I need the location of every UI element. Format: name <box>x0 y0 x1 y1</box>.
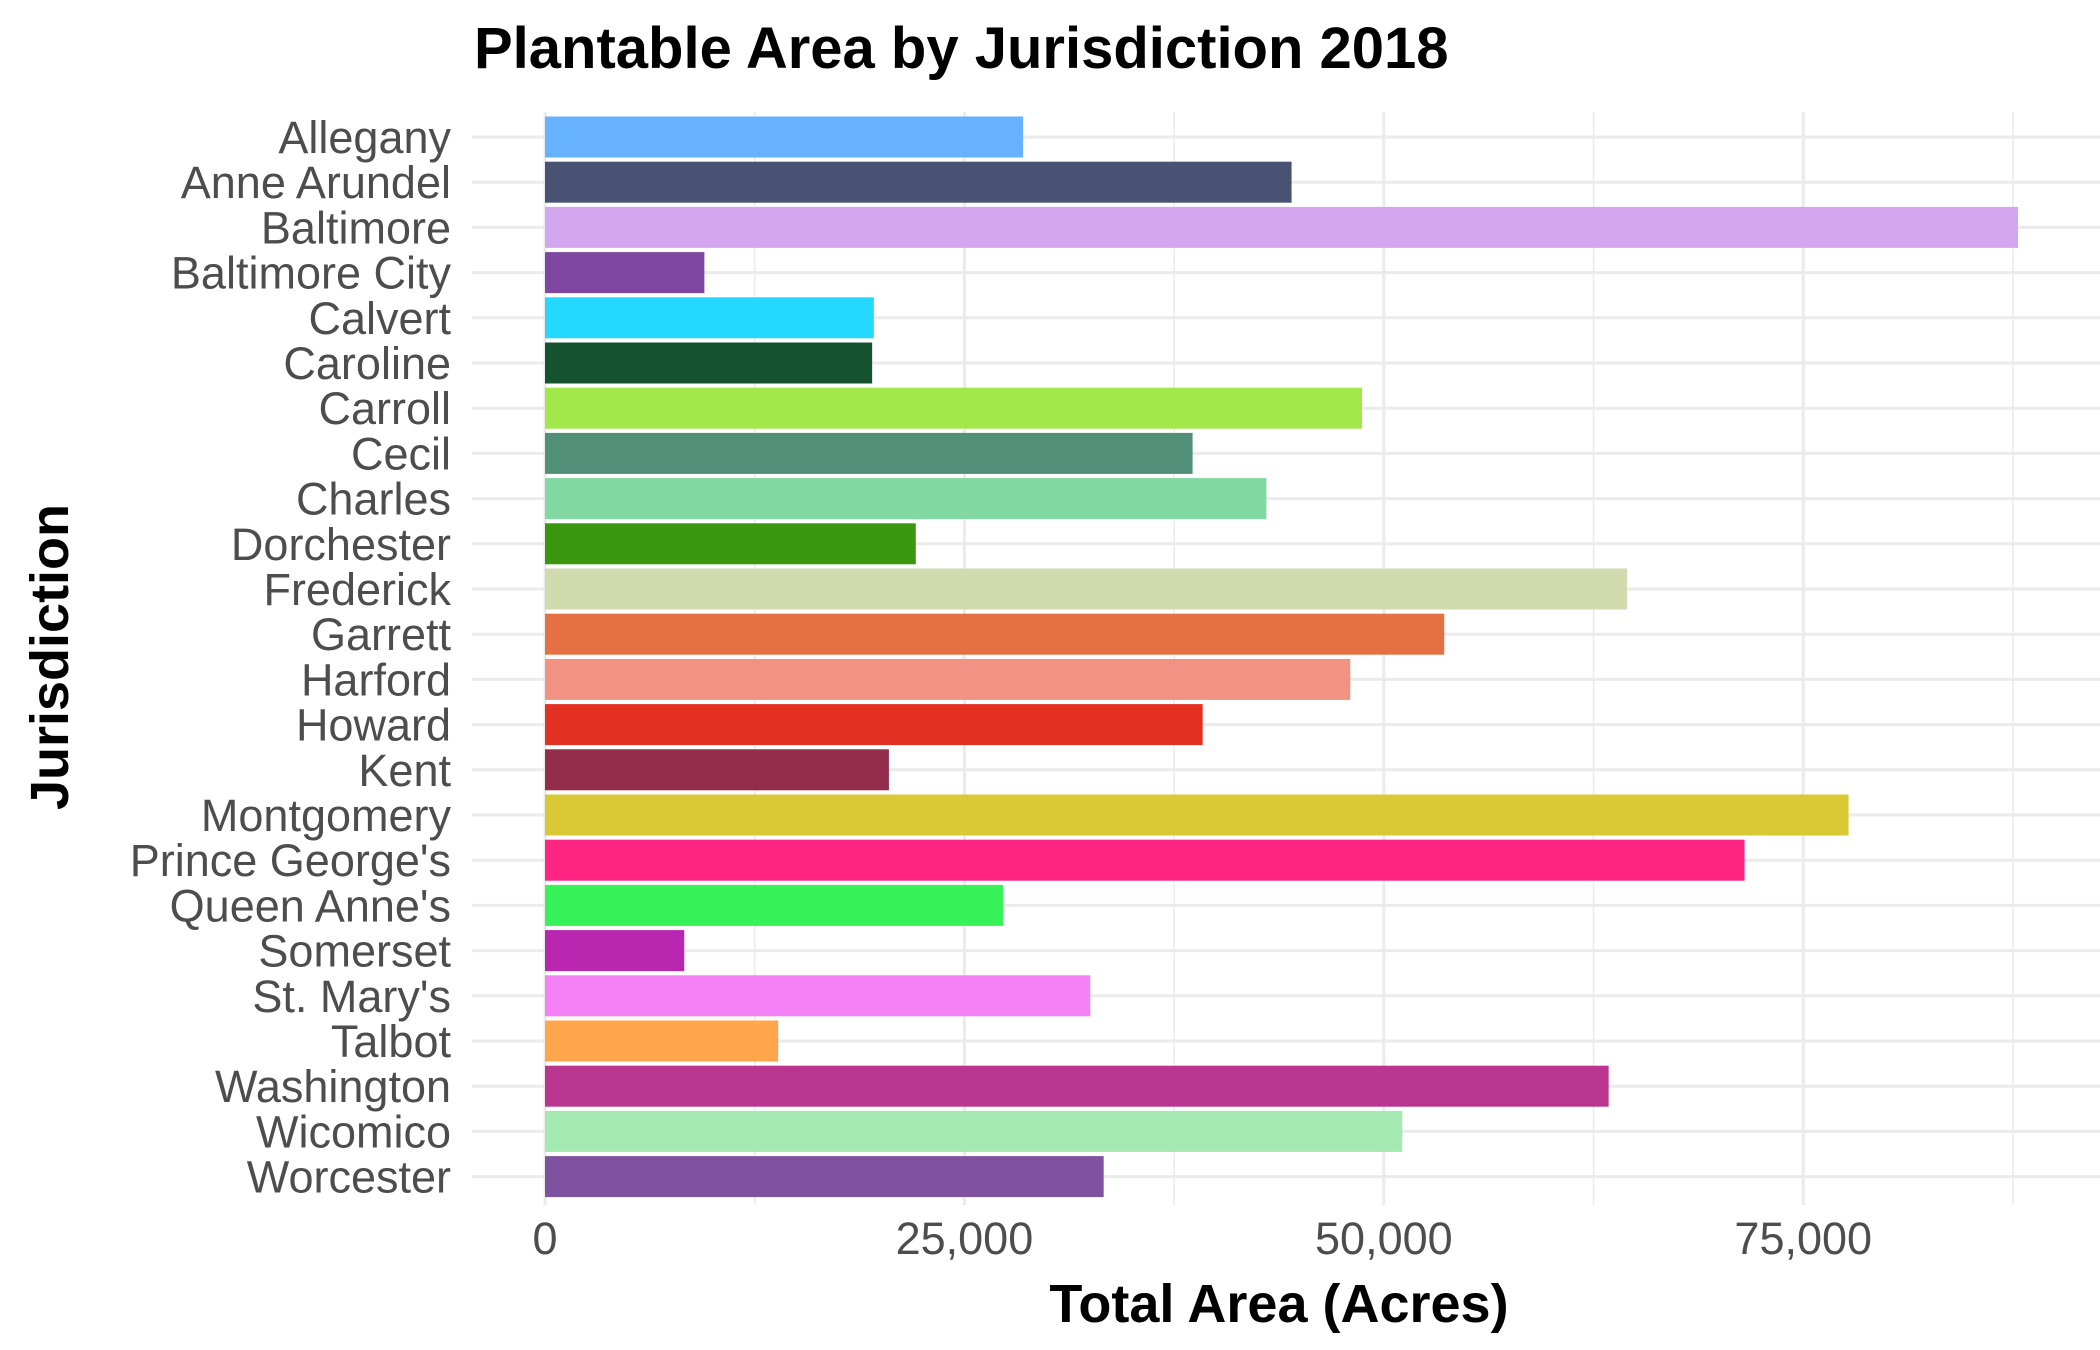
bar-harford <box>545 658 1351 700</box>
category-label-queen-anne-s: Queen Anne's <box>170 880 451 931</box>
category-label-wicomico: Wicomico <box>256 1106 451 1157</box>
category-label-howard: Howard <box>296 700 451 751</box>
category-label-garrett: Garrett <box>311 609 452 660</box>
bar-calvert <box>545 297 874 339</box>
category-label-kent: Kent <box>358 745 451 796</box>
x-tick-label: 0 <box>532 1213 557 1264</box>
category-label-baltimore-city: Baltimore City <box>171 248 452 299</box>
category-label-caroline: Caroline <box>283 338 451 389</box>
x-axis-title: Total Area (Acres) <box>1049 1274 1508 1334</box>
bars <box>545 116 2018 1198</box>
bar-wicomico <box>545 1110 1403 1152</box>
bar-worcester <box>545 1156 1104 1198</box>
bar-anne-arundel <box>545 161 1292 203</box>
category-label-prince-george-s: Prince George's <box>130 835 451 886</box>
bar-montgomery <box>545 794 1849 836</box>
bar-frederick <box>545 568 1628 610</box>
x-tick-label: 25,000 <box>896 1213 1034 1264</box>
bar-dorchester <box>545 523 916 565</box>
x-tick-label: 75,000 <box>1734 1213 1872 1264</box>
bar-carroll <box>545 387 1363 429</box>
bar-garrett <box>545 613 1445 655</box>
category-label-worcester: Worcester <box>247 1152 451 1203</box>
bar-caroline <box>545 342 873 384</box>
x-tick-labels: 0 25,000 50,000 75,000 <box>532 1213 1872 1264</box>
category-label-calvert: Calvert <box>308 293 451 344</box>
category-label-somerset: Somerset <box>258 926 451 977</box>
category-label-harford: Harford <box>301 654 451 705</box>
y-axis-title: Jurisdiction <box>20 504 80 810</box>
category-label-baltimore: Baltimore <box>261 202 451 253</box>
category-label-washington: Washington <box>215 1061 451 1112</box>
category-label-charles: Charles <box>296 474 451 525</box>
bar-washington <box>545 1065 1609 1107</box>
category-label-frederick: Frederick <box>263 564 451 615</box>
bar-prince-george-s <box>545 839 1745 881</box>
bar-charles <box>545 478 1267 520</box>
bar-allegany <box>545 116 1024 158</box>
category-label-carroll: Carroll <box>318 383 451 434</box>
category-label-talbot: Talbot <box>331 1016 452 1067</box>
x-tick-label: 50,000 <box>1315 1213 1453 1264</box>
bar-st-mary-s <box>545 975 1091 1017</box>
category-label-st-mary-s: St. Mary's <box>252 971 451 1022</box>
bar-howard <box>545 704 1203 746</box>
category-label-anne-arundel: Anne Arundel <box>181 157 451 208</box>
bar-baltimore <box>545 206 2018 248</box>
category-label-cecil: Cecil <box>351 428 451 479</box>
category-label-montgomery: Montgomery <box>201 790 452 841</box>
bar-talbot <box>545 1020 779 1062</box>
category-label-allegany: Allegany <box>278 112 451 163</box>
bar-baltimore-city <box>545 252 705 294</box>
bar-queen-anne-s <box>545 884 1004 926</box>
bar-kent <box>545 749 889 791</box>
bar-somerset <box>545 930 685 972</box>
category-label-dorchester: Dorchester <box>231 519 451 570</box>
bar-cecil <box>545 432 1193 474</box>
chart-title: Plantable Area by Jurisdiction 2018 <box>474 16 1449 81</box>
